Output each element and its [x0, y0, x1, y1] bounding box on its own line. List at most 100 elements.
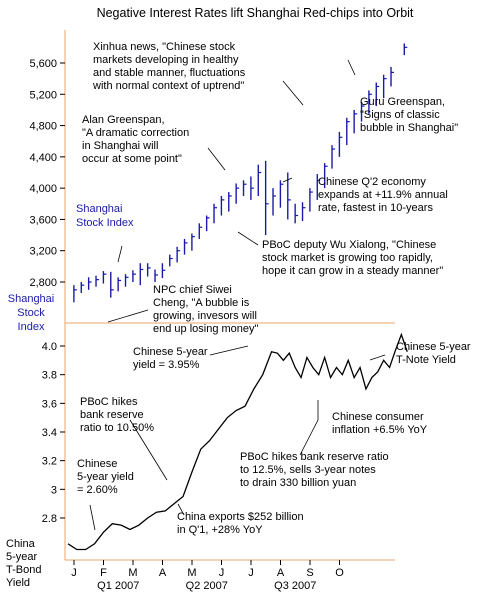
top-axis-title: Shanghai Stock Index [8, 293, 55, 333]
annotation-pointer [207, 147, 226, 171]
bottom-annotation-1: Chinese 5-year T-Note Yield [396, 341, 471, 366]
top-annotation-line: Xinhua news, "Chinese stock [93, 41, 236, 53]
bottom-y-tick-label: 3.2 [42, 456, 57, 468]
candle-series [73, 43, 408, 303]
bottom-annotation-line: Chinese [77, 458, 117, 470]
top-y-tick-label: 4,000 [29, 183, 57, 195]
top-annotation-line: rate, fastest in 10-years [318, 202, 433, 214]
annotation-pointer [129, 419, 168, 481]
top-y-tick-label: 3,200 [29, 246, 57, 258]
top-annotation-line: growing, invesors will [153, 310, 257, 322]
top-annotation-line: "Signs of classic [360, 109, 440, 121]
yield-series [67, 332, 408, 551]
series-label-line-2: Stock Index [76, 217, 134, 229]
bottom-axis-title-line-3: T-Bond [6, 564, 41, 576]
top-y-tick-label: 5,600 [29, 58, 57, 70]
top-annotation-line: Cheng, "A bubble is [153, 297, 250, 309]
bottom-axis-title-line-1: China [6, 538, 36, 550]
top-y-tick-label: 4,800 [29, 121, 57, 133]
annotation-pointer [89, 504, 96, 531]
annotation-pointer [177, 503, 185, 516]
bottom-y-tick-label: 2.8 [42, 513, 57, 525]
top-axis-title-line-2: Stock [17, 307, 45, 319]
x-month-label: F [100, 567, 107, 579]
annotation-pointer [299, 419, 319, 456]
x-quarter-label: Q3 2007 [274, 580, 316, 592]
yield-line [67, 332, 408, 551]
chart-title: Negative Interest Rates lift Shanghai Re… [97, 6, 414, 20]
annotation-pointer [237, 231, 259, 246]
bottom-y-axis: 2.8 3 3.2 3.4 3.6 3.8 4.0 [42, 341, 65, 525]
top-annotation-2: Guru Greenspan, "Signs of classic bubble i… [360, 96, 458, 134]
top-y-tick-label: 3,600 [29, 214, 57, 226]
bottom-annotation-line: Chinese 5-year [396, 341, 471, 353]
top-y-tick-label: 4,400 [29, 152, 57, 164]
series-label: Shanghai Stock Index [76, 203, 134, 229]
bottom-axis-title: China 5-year T-Bond Yield [6, 538, 41, 589]
top-annotation-4: Chinese Q'2 economy expands at +11.9% ann… [318, 176, 448, 214]
top-annotation-6: NPC chief Siwei Cheng, "A bubble is growin… [153, 284, 259, 335]
x-month-label: A [159, 567, 167, 579]
top-y-tick-label: 2,800 [29, 277, 57, 289]
bottom-annotation-line: in Q'1, +28% YoY [177, 524, 263, 536]
top-annotation-line: Guru Greenspan, [360, 96, 445, 108]
annotation-pointers [89, 59, 386, 531]
annotation-pointer [209, 345, 249, 356]
bottom-annotation-line: Chinese 5-year [133, 346, 208, 358]
annotation-pointer [282, 177, 293, 183]
x-month-label: A [277, 567, 285, 579]
top-annotation-line: occur at some point" [82, 153, 182, 165]
top-annotation-line: NPC chief Siwei [153, 284, 232, 296]
top-annotation-line: Alan Greenspan, [82, 114, 165, 126]
top-annotation-line: hope it can grow in a steady manner" [262, 265, 443, 277]
x-quarter-label: Q2 2007 [186, 580, 228, 592]
bottom-annotation-line: Chinese consumer [332, 411, 424, 423]
bottom-annotation-line: to 12.5%, sells 3-year notes [240, 464, 376, 476]
top-annotation-line: PBoC deputy Wu Xialong, "Chinese [262, 239, 436, 251]
x-month-label: M [128, 567, 137, 579]
x-quarter-label: Q1 2007 [97, 580, 139, 592]
bottom-y-tick-label: 3 [51, 484, 57, 496]
bottom-y-tick-label: 3.6 [42, 398, 57, 410]
top-annotation-line: in Shanghai will [82, 140, 158, 152]
bottom-annotation-4: Chinese consumer inflation +6.5% YoY [332, 411, 428, 436]
bottom-annotation-2: Chinese 5-year yield = 3.95% [133, 346, 208, 371]
bottom-annotation-line: T-Note Yield [396, 354, 456, 366]
bottom-annotation-line: bank reserve [80, 409, 144, 421]
bottom-annotation-line: PBoC hikes [80, 396, 138, 408]
top-annotation-line: Chinese Q'2 economy [318, 176, 426, 188]
top-axis-title-line-3: Index [18, 321, 45, 333]
top-annotation-line: "A dramatic correction [82, 127, 189, 139]
annotation-pointer [117, 245, 123, 263]
x-month-label: J [219, 567, 225, 579]
bottom-y-tick-label: 3.8 [42, 370, 57, 382]
annotation-pointer [347, 59, 356, 76]
x-axis: J F M A M J J A S O Q1 2007 Q2 2007 Q3 2007 [71, 560, 344, 592]
x-month-label: S [306, 567, 313, 579]
bottom-annotation-7: China exports $252 billion in Q'1, +28% Y… [177, 511, 304, 536]
top-annotation-1: Xinhua news, "Chinese stock markets devel… [92, 41, 246, 92]
bottom-annotation-line: to drain 330 billion yuan [240, 477, 356, 489]
top-annotation-line: end up losing money" [153, 323, 259, 335]
top-y-axis: 2,800 3,200 3,600 4,000 4,400 4,800 5,200 5,600 [29, 58, 65, 289]
annotations: Xinhua news, "Chinese stock markets devel… [77, 41, 471, 536]
bottom-annotation-line: inflation +6.5% YoY [332, 424, 428, 436]
bottom-y-tick-label: 4.0 [42, 341, 57, 353]
top-y-tick-label: 5,200 [29, 89, 57, 101]
bottom-annotation-line: yield = 3.95% [133, 359, 200, 371]
bottom-axis-title-line-4: Yield [6, 577, 30, 589]
bottom-annotation-line: 5-year yield [77, 471, 134, 483]
top-annotation-line: and stable manner, fluctuations [93, 67, 246, 79]
top-annotation-line: with normal context of uptrend" [92, 80, 244, 92]
bottom-annotation-3: PBoC hikes bank reserve ratio to 10.50% [80, 396, 154, 434]
top-annotation-line: bubble in Shanghai" [360, 122, 458, 134]
x-month-label: M [187, 567, 196, 579]
annotation-pointer [369, 354, 386, 361]
top-annotation-line: expands at +11.9% annual [318, 189, 448, 201]
top-annotation-line: markets developing in healthy [93, 54, 239, 66]
bottom-annotation-6: Chinese 5-year yield = 2.60% [77, 458, 134, 496]
annotation-pointer [107, 309, 149, 323]
bottom-y-tick-label: 3.4 [42, 427, 57, 439]
